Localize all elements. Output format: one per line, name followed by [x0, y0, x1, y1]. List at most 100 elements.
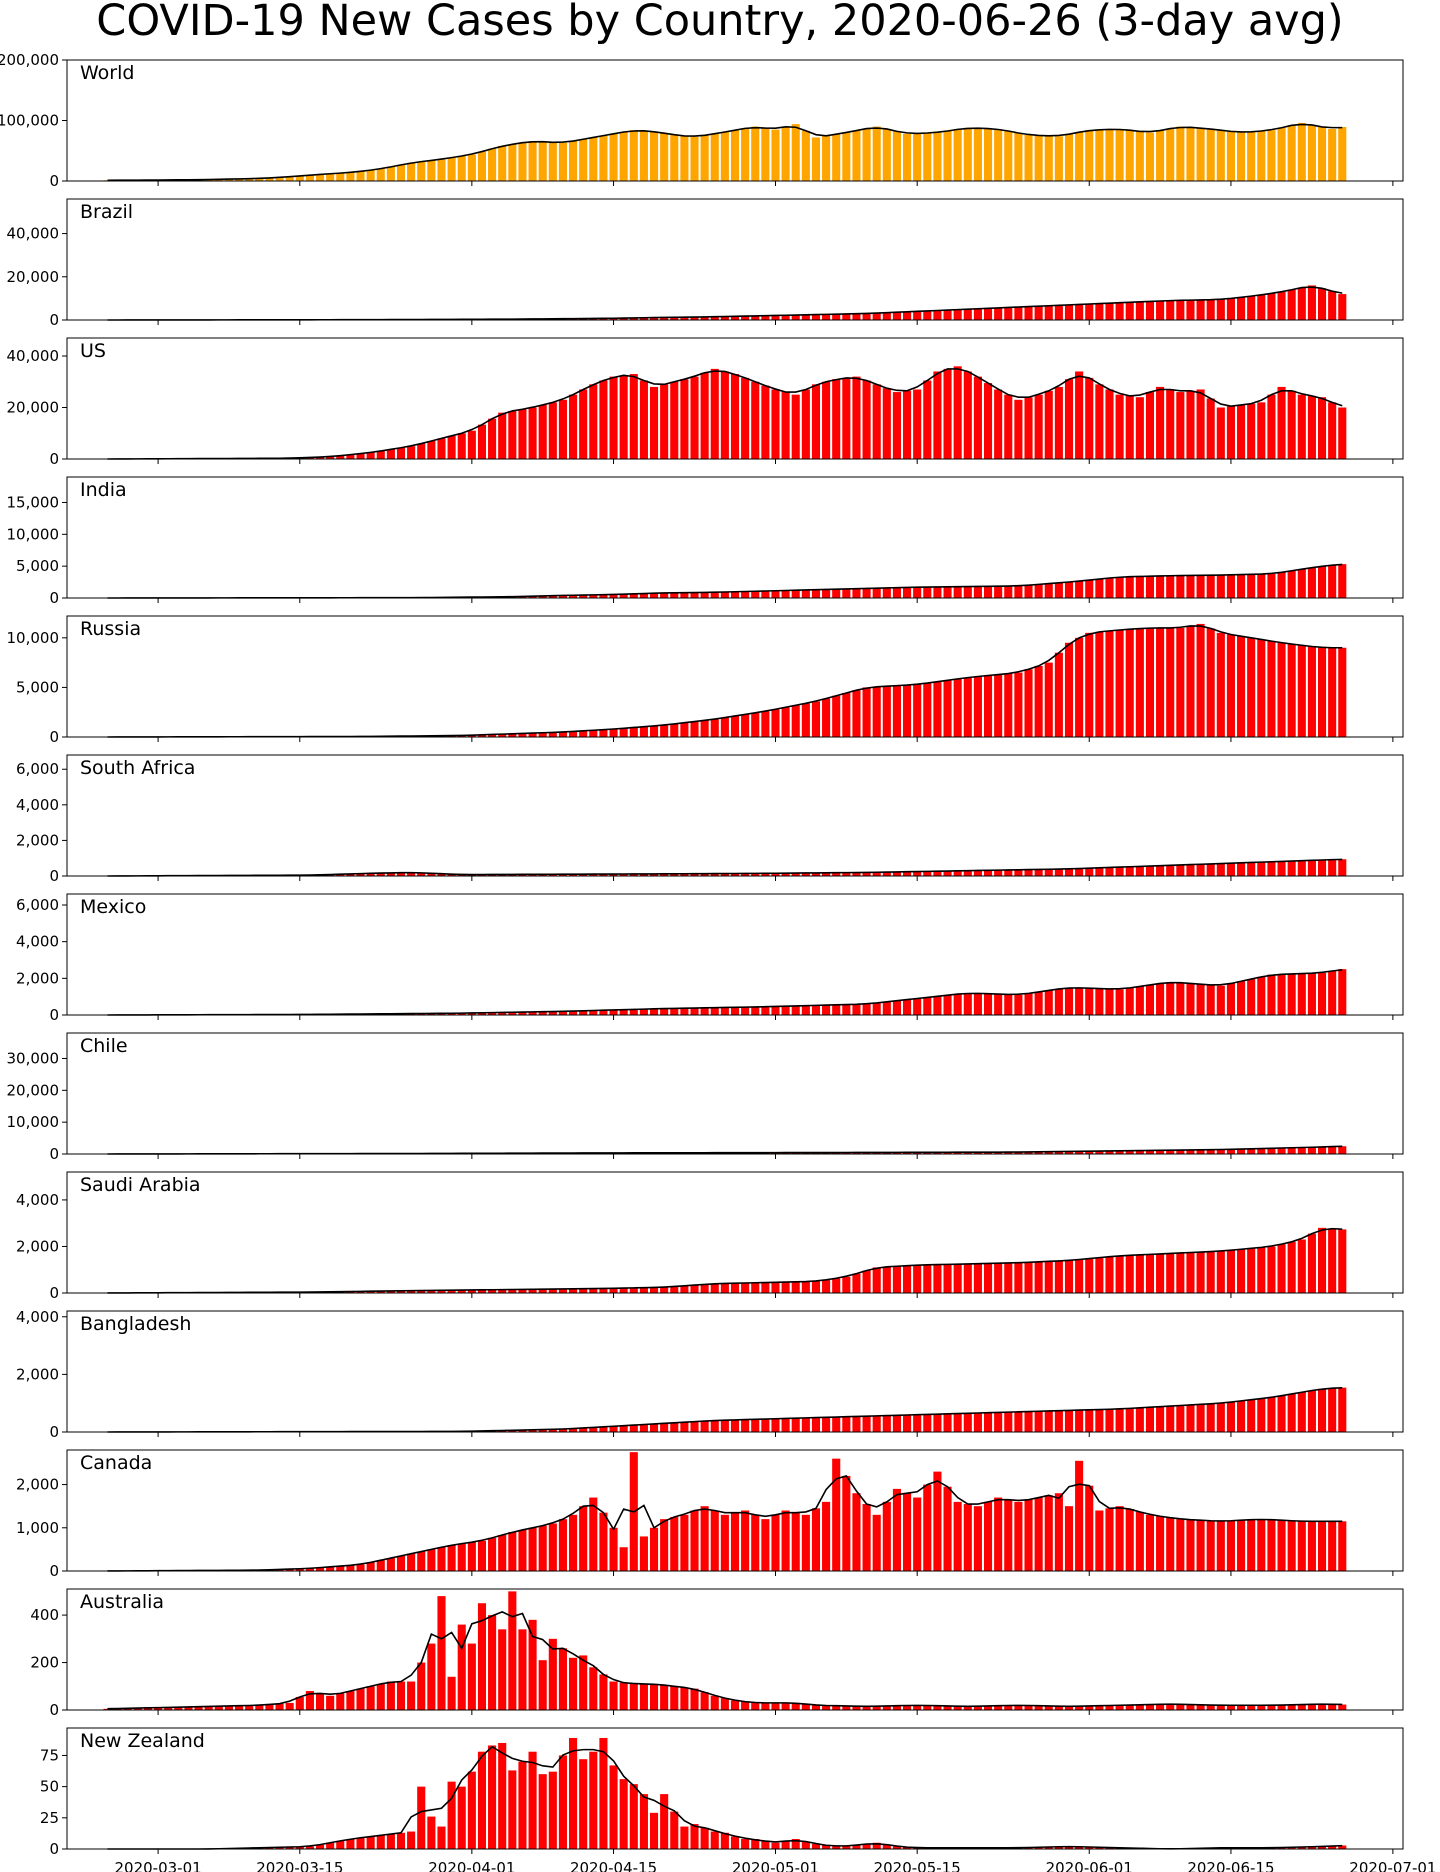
bar: [994, 1705, 1003, 1710]
bar: [1004, 1262, 1013, 1293]
bar: [1237, 404, 1246, 459]
bar: [1145, 1514, 1155, 1571]
bar: [558, 142, 567, 181]
bar: [1024, 869, 1033, 876]
bar: [690, 592, 699, 598]
bar: [508, 1591, 517, 1710]
bar: [1135, 1254, 1144, 1293]
bar: [730, 130, 740, 181]
bar: [1054, 1260, 1063, 1293]
bar: [1176, 1252, 1185, 1293]
bar: [882, 1705, 891, 1710]
bar: [1014, 399, 1023, 459]
bar: [1287, 1241, 1296, 1293]
bar: [1064, 1706, 1074, 1710]
panel-frame: [66, 893, 1404, 1016]
bar: [1186, 983, 1195, 1015]
bar: [1216, 575, 1225, 598]
bar: [751, 381, 760, 459]
bar: [670, 873, 679, 876]
bar: [1257, 402, 1266, 459]
bar: [680, 1285, 689, 1293]
bar: [1287, 570, 1296, 598]
bar: [1277, 572, 1286, 598]
bar: [376, 1560, 385, 1571]
bar: [1297, 1239, 1306, 1293]
bar: [437, 1596, 446, 1710]
bar: [639, 726, 648, 737]
bar: [761, 1282, 770, 1293]
bar: [548, 1638, 557, 1710]
bar: [741, 1839, 750, 1849]
bar: [589, 1288, 598, 1293]
bar: [1024, 669, 1033, 737]
bar: [214, 179, 223, 181]
bar: [1267, 1148, 1276, 1154]
bar: [629, 727, 638, 737]
bar: [417, 443, 426, 459]
bar: [963, 677, 972, 737]
bar: [315, 174, 325, 181]
bar: [903, 685, 912, 737]
bar: [467, 430, 476, 459]
panel-world: 0 100,000 200,000 World: [0, 51, 1404, 190]
bar: [1277, 642, 1286, 737]
bar: [548, 1523, 557, 1571]
bar: [771, 315, 780, 320]
bar: [710, 592, 719, 598]
bar: [953, 1264, 962, 1293]
bar: [1226, 983, 1235, 1015]
bar: [1267, 1246, 1276, 1293]
bar: [356, 1564, 365, 1571]
bar: [579, 1427, 588, 1432]
bar: [1257, 1519, 1266, 1571]
bar: [1024, 585, 1033, 598]
bar: [720, 873, 729, 876]
bar: [619, 1779, 628, 1849]
bar: [1206, 1705, 1215, 1710]
bar: [1277, 127, 1286, 181]
bar: [1034, 135, 1043, 181]
bar: [336, 1693, 345, 1710]
bar: [923, 1152, 932, 1154]
bar: [943, 995, 952, 1015]
bar: [1186, 300, 1195, 320]
bar: [639, 317, 648, 320]
bar: [498, 412, 507, 459]
y-tick-label: 25: [40, 1809, 59, 1827]
bar: [730, 591, 740, 598]
bar: [943, 1152, 952, 1154]
bar: [862, 380, 871, 459]
bar: [275, 1847, 284, 1849]
bar: [710, 133, 719, 181]
bar: [1115, 1150, 1124, 1154]
panel-australia: 0 200 400 Australia: [30, 1588, 1404, 1719]
y-tick-label: 20,000: [7, 1081, 60, 1099]
bar: [973, 586, 982, 598]
bar: [771, 873, 780, 876]
bar: [457, 735, 466, 737]
bar: [973, 870, 982, 876]
bar: [548, 1289, 557, 1293]
bar: [720, 132, 729, 181]
bar: [751, 1006, 760, 1015]
bar: [1287, 1704, 1296, 1710]
bar: [771, 1842, 780, 1849]
bar: [994, 870, 1003, 876]
bar: [558, 399, 567, 459]
bar: [1156, 575, 1165, 598]
bar: [1044, 1847, 1053, 1849]
bar: [589, 384, 598, 459]
bar: [1024, 135, 1033, 181]
bar: [1267, 1397, 1276, 1432]
bar: [1196, 1149, 1205, 1154]
bar: [1115, 867, 1124, 876]
bar: [1186, 127, 1195, 181]
bar: [1166, 575, 1175, 598]
bar: [751, 591, 760, 598]
bars-russia: [113, 623, 1347, 737]
bar: [1166, 1517, 1175, 1571]
bar: [781, 1510, 790, 1571]
bar: [1014, 585, 1023, 598]
bar: [1135, 576, 1144, 598]
